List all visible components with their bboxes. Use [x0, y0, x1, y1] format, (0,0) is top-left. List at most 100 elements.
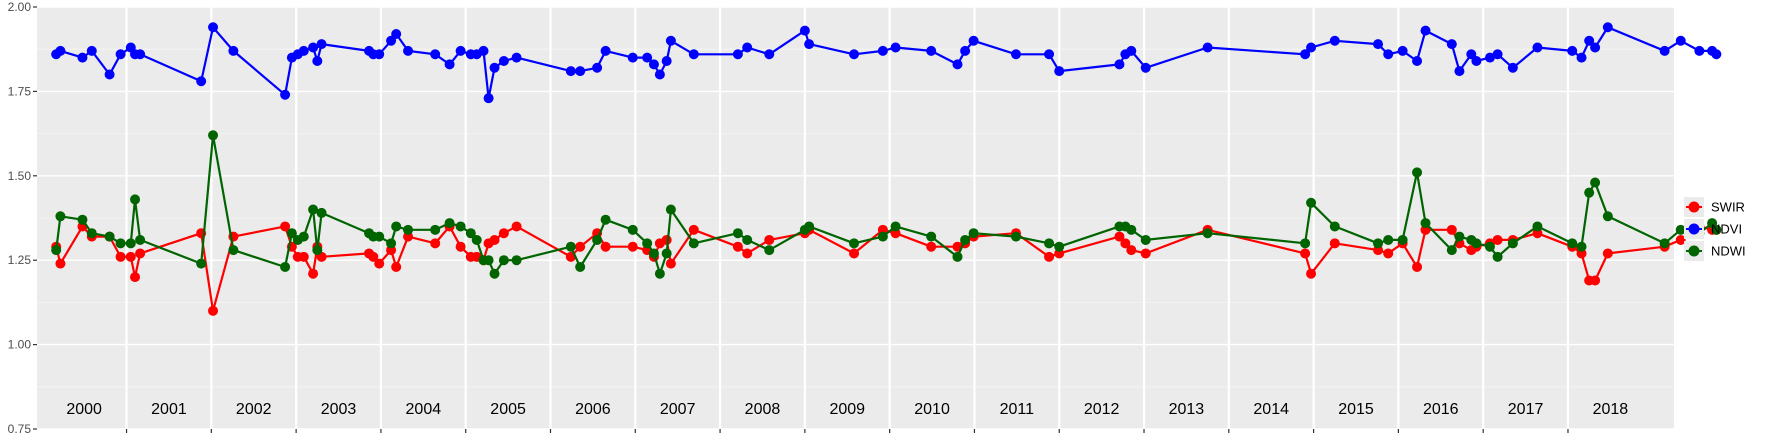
- data-point-ndwi: [1471, 238, 1482, 249]
- data-point-ndvi: [1397, 45, 1408, 56]
- legend-label-ndvi: NDVI: [1711, 222, 1742, 237]
- data-point-ndvi: [1114, 59, 1125, 70]
- data-point-ndvi: [1010, 49, 1021, 60]
- data-point-ndvi: [592, 62, 603, 73]
- y-tick-label: 2.00: [8, 0, 32, 14]
- data-point-ndwi: [489, 268, 500, 279]
- data-point-swir: [1412, 261, 1423, 272]
- data-point-swir: [764, 234, 775, 245]
- data-point-swir: [665, 258, 676, 269]
- data-point-ndwi: [498, 255, 509, 266]
- data-point-ndwi: [877, 231, 888, 242]
- data-point-ndwi: [952, 251, 963, 262]
- data-point-ndwi: [600, 214, 611, 225]
- y-axis: 0.75 1.00 1.25 1.50 1.75 2.00: [8, 0, 1569, 436]
- data-point-ndwi: [1397, 234, 1408, 245]
- data-point-ndwi: [125, 238, 136, 249]
- data-point-ndvi: [1454, 66, 1465, 77]
- data-point-ndvi: [1675, 35, 1686, 46]
- data-point-ndvi: [1507, 62, 1518, 73]
- data-point-ndwi: [1711, 224, 1722, 235]
- data-point-ndwi: [654, 268, 665, 279]
- data-point-ndvi: [565, 66, 576, 77]
- data-point-swir: [1383, 248, 1394, 259]
- legend: SWIR NDVI NDWI: [1684, 197, 1746, 261]
- data-point-swir: [1590, 275, 1601, 286]
- data-point-swir: [575, 241, 586, 252]
- data-point-ndvi: [115, 49, 126, 60]
- year-label: 2001: [151, 401, 187, 418]
- data-point-ndwi: [742, 234, 753, 245]
- data-point-swir: [688, 224, 699, 235]
- data-point-ndwi: [196, 258, 207, 269]
- data-point-ndvi: [298, 45, 309, 56]
- data-point-ndwi: [386, 238, 397, 249]
- data-point-swir: [1306, 268, 1317, 279]
- data-point-ndwi: [312, 245, 323, 256]
- data-point-ndvi: [575, 66, 586, 77]
- data-point-ndvi: [804, 39, 815, 50]
- year-label: 2012: [1084, 401, 1120, 418]
- data-point-ndvi: [877, 45, 888, 56]
- data-point-ndwi: [1140, 234, 1151, 245]
- data-point-ndvi: [1446, 39, 1457, 50]
- data-point-ndvi: [1659, 45, 1670, 56]
- data-point-ndwi: [1306, 197, 1317, 208]
- data-point-ndwi: [648, 248, 659, 259]
- data-point-ndwi: [1602, 211, 1613, 222]
- data-point-ndwi: [968, 228, 979, 239]
- data-point-swir: [732, 241, 743, 252]
- data-point-ndwi: [661, 248, 672, 259]
- data-point-ndwi: [465, 228, 476, 239]
- data-point-ndwi: [926, 231, 937, 242]
- year-label: 2015: [1338, 401, 1374, 418]
- year-label: 2002: [236, 401, 272, 418]
- data-point-ndwi: [444, 218, 455, 229]
- data-point-swir: [1044, 251, 1055, 262]
- data-point-swir: [498, 228, 509, 239]
- data-point-ndvi: [642, 52, 653, 63]
- data-point-ndvi: [1140, 62, 1151, 73]
- data-point-ndwi: [115, 238, 126, 249]
- data-point-ndwi: [732, 228, 743, 239]
- data-point-ndwi: [575, 261, 586, 272]
- data-point-swir: [55, 258, 66, 269]
- data-point-ndvi: [688, 49, 699, 60]
- data-point-ndwi: [1300, 238, 1311, 249]
- data-point-ndvi: [1576, 52, 1587, 63]
- data-point-ndvi: [1383, 49, 1394, 60]
- data-point-ndvi: [498, 56, 509, 67]
- data-point-swir: [1114, 231, 1125, 242]
- year-label: 2005: [490, 401, 526, 418]
- data-point-ndvi: [764, 49, 775, 60]
- data-point-ndwi: [1659, 238, 1670, 249]
- data-point-ndwi: [471, 234, 482, 245]
- data-point-ndvi: [1420, 25, 1431, 36]
- data-point-ndwi: [1383, 234, 1394, 245]
- y-tick-label: 1.75: [8, 84, 32, 98]
- data-point-ndwi: [455, 221, 466, 232]
- data-point-swir: [208, 305, 219, 316]
- data-point-ndvi: [742, 42, 753, 53]
- data-point-ndwi: [308, 204, 319, 215]
- data-point-swir: [391, 261, 402, 272]
- data-point-ndvi: [308, 42, 319, 53]
- y-tick-label: 1.25: [8, 253, 32, 267]
- data-point-swir: [298, 251, 309, 262]
- data-point-ndvi: [403, 45, 414, 56]
- data-point-ndvi: [665, 35, 676, 46]
- data-point-ndvi: [430, 49, 441, 60]
- data-point-ndwi: [511, 255, 522, 266]
- data-point-ndvi: [1492, 49, 1503, 60]
- data-point-ndvi: [1471, 56, 1482, 67]
- data-point-ndvi: [1532, 42, 1543, 53]
- data-point-ndwi: [1590, 177, 1601, 188]
- year-label: 2000: [66, 401, 102, 418]
- series: [51, 22, 1722, 316]
- data-point-swir: [368, 251, 379, 262]
- year-label: 2011: [1000, 401, 1035, 418]
- data-point-ndvi: [86, 45, 97, 56]
- data-point-ndvi: [483, 93, 494, 104]
- data-point-ndwi: [1420, 218, 1431, 229]
